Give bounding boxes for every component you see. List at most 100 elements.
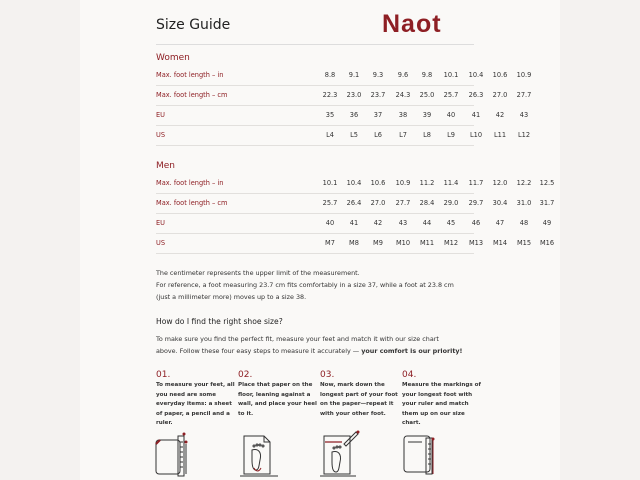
- foot-on-paper-icon: [240, 435, 278, 477]
- table-cell: 11.2: [419, 179, 435, 187]
- table-cell: 45: [446, 219, 456, 227]
- table-cell: 40: [325, 219, 335, 227]
- mark-foot-icon: [320, 430, 360, 477]
- row-label: Max. foot length – cm: [156, 91, 228, 99]
- row-label: Max. foot length – in: [156, 179, 224, 187]
- table-cell: 27.0: [370, 199, 386, 207]
- table-row: Max. foot length – cm 22.3 23.0 23.7 24.3 25.…: [156, 86, 531, 106]
- step-number: 03.: [320, 370, 335, 380]
- page-title: Size Guide: [156, 17, 231, 33]
- step-4: 04. Measure the markings of your longest …: [402, 370, 482, 429]
- table-cell: 40: [446, 111, 456, 119]
- table-cell: 29.7: [468, 199, 484, 207]
- table-cell: L11: [493, 131, 507, 139]
- table-cell: 26.4: [346, 199, 362, 207]
- table-cell: L10: [469, 131, 483, 139]
- table-cell: M14: [492, 239, 508, 247]
- table-cell: L4: [326, 131, 334, 139]
- row-label: EU: [156, 111, 165, 119]
- table-cell: M7: [325, 239, 335, 247]
- measure-ruler-icon: [403, 435, 435, 475]
- table-row: Max. foot length – cm 25.7 26.4 27.0 27.7 28.…: [156, 194, 554, 214]
- howto-line: above. Follow these four easy steps to m…: [156, 345, 462, 357]
- table-cell: L9: [447, 131, 455, 139]
- note-line: The centimeter represents the upper limi…: [156, 269, 360, 277]
- howto-line: To make sure you find the perfect fit, m…: [156, 335, 439, 343]
- row-label: EU: [156, 219, 165, 227]
- howto-emphasis: your comfort is our priority!: [361, 347, 463, 355]
- table-cell: 43: [519, 111, 529, 119]
- table-row: EU 40 41 42 43 44 45 46 47 48 49: [156, 214, 551, 234]
- table-cell: 26.3: [468, 91, 484, 99]
- table-cell: M9: [373, 239, 383, 247]
- step-2: 02. Place that paper on the floor, leanin…: [238, 370, 318, 419]
- table-cell: L8: [423, 131, 431, 139]
- table-cell: 10.1: [443, 71, 459, 79]
- table-cell: 36: [349, 111, 359, 119]
- table-cell: M13: [468, 239, 484, 247]
- table-row: Max. foot length – in 8.8 9.1 9.3 9.6 9.8 10.1…: [156, 66, 531, 86]
- table-cell: 10.4: [346, 179, 362, 187]
- note-line: For reference, a foot measuring 23.7 cm …: [156, 281, 454, 289]
- table-cell: 41: [471, 111, 481, 119]
- table-cell: 38: [398, 111, 408, 119]
- table-cell: 42: [495, 111, 505, 119]
- step-number: 02.: [238, 370, 253, 380]
- table-cell: 31.0: [516, 199, 532, 207]
- table-cell: L12: [517, 131, 531, 139]
- women-heading: Women: [156, 53, 190, 63]
- divider: [156, 44, 474, 45]
- table-cell: 23.7: [370, 91, 386, 99]
- step-3: 03. Now, mark down the longest part of yo…: [320, 370, 400, 419]
- table-cell: 25.7: [443, 91, 459, 99]
- table-cell: L7: [399, 131, 407, 139]
- table-cell: 29.0: [443, 199, 459, 207]
- table-cell: 10.6: [492, 71, 508, 79]
- table-row: US M7 M8 M9 M10 M11 M12 M13 M14 M15 M16: [156, 234, 554, 254]
- table-cell: 25.7: [322, 199, 338, 207]
- row-label: Max. foot length – cm: [156, 199, 228, 207]
- step-1: 01. To measure your feet, all you need ar…: [156, 370, 236, 429]
- table-cell: 25.0: [419, 91, 435, 99]
- step-text: Now, mark down the longest part of your …: [320, 382, 398, 417]
- table-cell: 10.1: [322, 179, 338, 187]
- paper-ruler-pencil-icon: [155, 432, 188, 477]
- table-cell: 9.1: [348, 71, 360, 79]
- table-cell: 48: [519, 219, 529, 227]
- table-cell: 23.0: [346, 91, 362, 99]
- table-cell: 12.0: [492, 179, 508, 187]
- table-cell: 43: [398, 219, 408, 227]
- table-cell: L5: [350, 131, 358, 139]
- table-cell: 28.4: [419, 199, 435, 207]
- table-cell: M15: [516, 239, 532, 247]
- table-cell: 41: [349, 219, 359, 227]
- table-cell: 49: [542, 219, 552, 227]
- table-cell: 11.7: [468, 179, 484, 187]
- table-cell: 10.4: [468, 71, 484, 79]
- table-cell: 12.5: [539, 179, 555, 187]
- table-cell: 42: [373, 219, 383, 227]
- table-row: US L4 L5 L6 L7 L8 L9 L10 L11 L12: [156, 126, 530, 146]
- table-cell: 9.3: [372, 71, 384, 79]
- table-cell: M11: [419, 239, 435, 247]
- table-row: EU 35 36 37 38 39 40 41 42 43: [156, 106, 528, 126]
- table-cell: 30.4: [492, 199, 508, 207]
- men-heading: Men: [156, 161, 176, 171]
- note-line: (just a millimeter more) moves up to a s…: [156, 293, 307, 301]
- table-cell: 10.6: [370, 179, 386, 187]
- table-cell: L6: [374, 131, 382, 139]
- table-cell: M16: [539, 239, 555, 247]
- table-cell: 11.4: [443, 179, 459, 187]
- step-text: To measure your feet, all you need are s…: [156, 382, 235, 427]
- table-cell: 24.3: [395, 91, 411, 99]
- table-cell: 27.7: [395, 199, 411, 207]
- table-cell: 10.9: [516, 71, 532, 79]
- step-number: 04.: [402, 370, 417, 380]
- table-cell: 10.9: [395, 179, 411, 187]
- table-cell: 46: [471, 219, 481, 227]
- table-cell: 47: [495, 219, 505, 227]
- row-label: Max. foot length – in: [156, 71, 224, 79]
- howto-heading: How do I find the right shoe size?: [156, 317, 283, 326]
- table-cell: 12.2: [516, 179, 532, 187]
- table-cell: 37: [373, 111, 383, 119]
